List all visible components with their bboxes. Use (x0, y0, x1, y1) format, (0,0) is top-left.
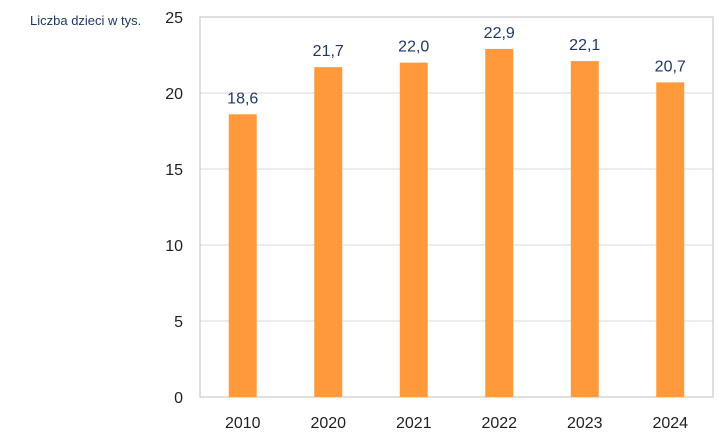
y-tick-label: 5 (174, 314, 183, 331)
y-tick-label: 0 (174, 390, 183, 407)
data-labels: 18,6 21,7 22,0 22,9 22,1 20,7 (227, 25, 686, 107)
data-label-2010: 18,6 (227, 90, 258, 107)
x-tick-label-2020: 2020 (310, 415, 346, 432)
bar-2022 (485, 48, 514, 398)
y-tick-label: 10 (165, 238, 183, 255)
y-axis-ticks: 0 5 10 15 20 25 (165, 10, 183, 407)
data-label-2022: 22,9 (484, 25, 515, 42)
data-label-2023: 22,1 (569, 37, 600, 54)
x-tick-label-2021: 2021 (396, 415, 432, 432)
bar-2024 (656, 82, 685, 398)
x-axis-ticks: 2010 2020 2021 2022 2023 2024 (225, 415, 688, 432)
bar-2021 (399, 62, 428, 397)
y-axis-label: Liczba dzieci w tys. (30, 13, 141, 28)
bars (228, 48, 685, 398)
bar-2020 (314, 67, 343, 397)
gridlines (200, 92, 713, 322)
x-tick-label-2010: 2010 (225, 415, 261, 432)
x-tick-label-2023: 2023 (567, 415, 603, 432)
data-label-2021: 22,0 (398, 39, 429, 56)
bar-2010 (228, 114, 257, 397)
y-tick-label: 25 (165, 10, 183, 27)
x-tick-label-2024: 2024 (652, 415, 688, 432)
y-tick-label: 15 (165, 162, 183, 179)
plot-area-frame (199, 16, 714, 398)
x-tick-label-2022: 2022 (481, 415, 517, 432)
y-tick-label: 20 (165, 86, 183, 103)
data-label-2020: 21,7 (313, 43, 344, 60)
bar-2023 (570, 61, 599, 398)
data-label-2024: 20,7 (655, 58, 686, 75)
